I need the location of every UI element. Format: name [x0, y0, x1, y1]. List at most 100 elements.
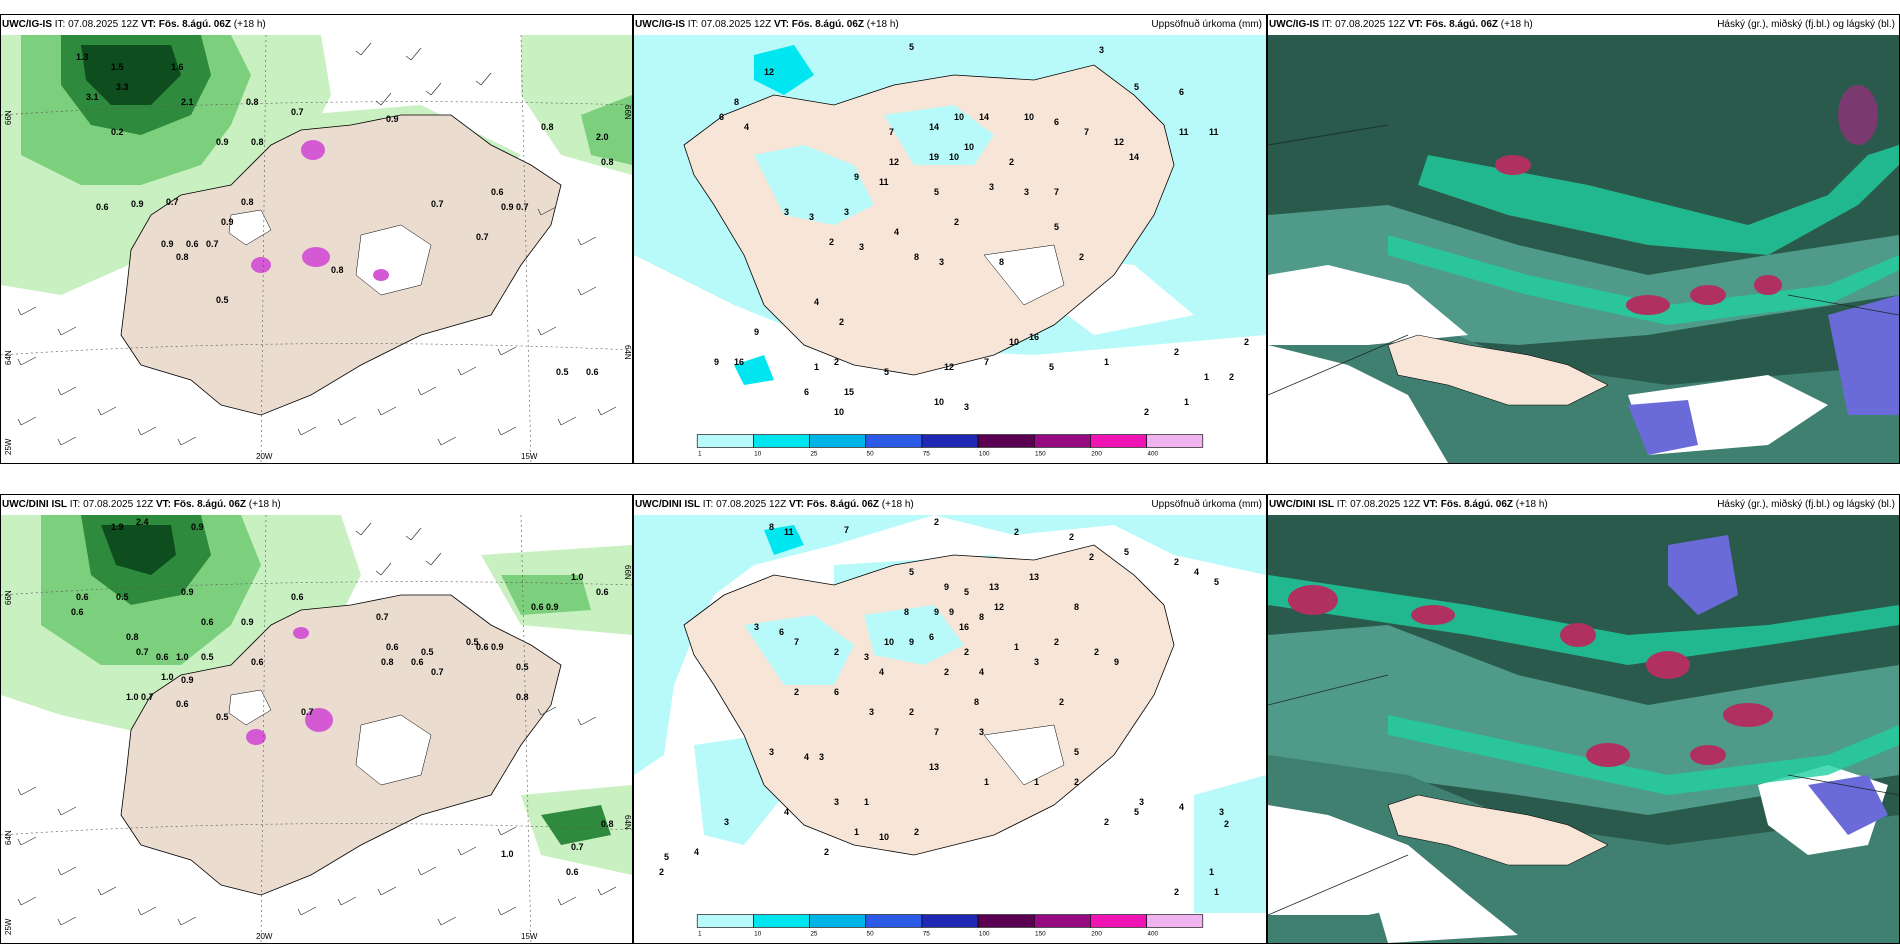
svg-text:1: 1	[854, 827, 859, 837]
svg-text:2: 2	[1014, 527, 1019, 537]
colorbar-segment	[865, 434, 923, 448]
svg-text:3: 3	[864, 652, 869, 662]
svg-text:0.8: 0.8	[601, 157, 614, 167]
svg-text:0.6: 0.6	[176, 699, 189, 709]
svg-text:0.7: 0.7	[431, 199, 444, 209]
svg-text:11: 11	[1209, 127, 1219, 137]
svg-text:4: 4	[694, 847, 699, 857]
svg-text:0.7: 0.7	[476, 232, 489, 242]
colorbar-tick-label: 100	[979, 930, 990, 937]
svg-text:0.6: 0.6	[491, 187, 504, 197]
wind-map[interactable]: 1.9 2.4 0.90.6 0.5 0.9 0.60.6 0.90.60.80.7 0.…	[1, 515, 632, 943]
svg-text:4: 4	[804, 752, 809, 762]
colorbar-tick-label: 150	[1035, 930, 1046, 937]
colorbar-segment	[809, 434, 867, 448]
svg-text:3: 3	[769, 747, 774, 757]
svg-text:3: 3	[1034, 657, 1039, 667]
svg-text:1: 1	[1209, 867, 1214, 877]
svg-text:0.7: 0.7	[376, 612, 389, 622]
panel-title: Uppsöfnuð úrkoma (mm)	[1151, 19, 1262, 30]
svg-text:0.5: 0.5	[216, 295, 229, 305]
colorbar-tick-label: 100	[979, 450, 990, 457]
svg-text:5: 5	[964, 587, 969, 597]
svg-text:3: 3	[1024, 187, 1029, 197]
svg-text:2: 2	[824, 847, 829, 857]
colorbar-segment	[1146, 434, 1204, 448]
svg-text:9: 9	[854, 172, 859, 182]
svg-text:0.5: 0.5	[556, 367, 569, 377]
wind-value-labels: 1.9 2.4 0.90.6 0.5 0.9 0.60.6 0.90.60.80.7 0.…	[71, 517, 614, 877]
svg-text:4: 4	[879, 667, 884, 677]
svg-text:13: 13	[929, 762, 939, 772]
colorbar-tick-label: 1	[698, 450, 702, 457]
svg-text:2: 2	[834, 647, 839, 657]
svg-text:9: 9	[909, 637, 914, 647]
svg-text:10: 10	[964, 142, 974, 152]
svg-text:5: 5	[1124, 547, 1129, 557]
svg-text:0.5: 0.5	[216, 712, 229, 722]
svg-text:66N: 66N	[4, 590, 13, 605]
svg-text:13: 13	[989, 582, 999, 592]
svg-text:11: 11	[784, 527, 794, 537]
svg-text:2: 2	[1104, 817, 1109, 827]
svg-text:0.9: 0.9	[386, 114, 399, 124]
wind-panel-dini: UWC/DINI ISL IT: 07.08.2025 12Z VT: Fös.…	[0, 494, 633, 944]
svg-text:4: 4	[894, 227, 899, 237]
svg-text:4: 4	[1179, 802, 1184, 812]
colorbar-segment	[921, 914, 979, 928]
svg-text:0.8: 0.8	[241, 197, 254, 207]
svg-text:0.6: 0.6	[596, 587, 609, 597]
wind-map[interactable]: 1.31.53.33.11.62.1 0.80.70.20.9 0.8 0.6 0.…	[1, 35, 632, 463]
svg-text:8: 8	[1074, 602, 1079, 612]
colorbar-segment	[1033, 914, 1091, 928]
svg-text:0.6: 0.6	[76, 592, 89, 602]
svg-text:0.6: 0.6	[96, 202, 109, 212]
svg-text:0.7: 0.7	[206, 239, 219, 249]
svg-text:2: 2	[1074, 777, 1079, 787]
svg-text:8: 8	[999, 257, 1004, 267]
cloud-map[interactable]	[1268, 515, 1899, 943]
svg-text:2: 2	[794, 687, 799, 697]
svg-text:0.6: 0.6	[476, 642, 489, 652]
svg-text:10: 10	[934, 397, 944, 407]
colorbar-segment	[865, 914, 923, 928]
svg-text:0.9: 0.9	[241, 617, 254, 627]
panel-title: Háský (gr.), miðský (fj.bl.) og lágský (…	[1717, 19, 1895, 30]
svg-text:0.7: 0.7	[291, 107, 304, 117]
svg-text:3: 3	[1219, 807, 1224, 817]
precip-colorbar: 1 10 25 50 75 100 150 200 400	[696, 434, 1204, 457]
svg-text:2: 2	[1144, 407, 1149, 417]
svg-text:3: 3	[989, 182, 994, 192]
svg-text:3: 3	[844, 207, 849, 217]
colorbar-tick-label: 50	[867, 930, 875, 937]
svg-text:64N: 64N	[623, 815, 632, 830]
colorbar-segment	[696, 914, 754, 928]
svg-text:9: 9	[754, 327, 759, 337]
svg-text:1: 1	[1204, 372, 1209, 382]
svg-text:8: 8	[734, 97, 739, 107]
colorbar-segment	[1033, 434, 1091, 448]
colorbar-segment	[753, 914, 810, 928]
svg-text:7: 7	[984, 357, 989, 367]
svg-text:64N: 64N	[4, 350, 13, 365]
cloud-map[interactable]	[1268, 35, 1899, 463]
svg-text:2: 2	[1094, 647, 1099, 657]
svg-text:3: 3	[869, 707, 874, 717]
svg-text:12: 12	[889, 157, 899, 167]
svg-text:5: 5	[1134, 82, 1139, 92]
svg-text:3: 3	[809, 212, 814, 222]
svg-text:5: 5	[884, 367, 889, 377]
panel-title: Uppsöfnuð úrkoma (mm)	[1151, 499, 1262, 510]
svg-text:0.9: 0.9	[181, 675, 194, 685]
svg-text:0.7: 0.7	[141, 692, 154, 702]
svg-text:16: 16	[1029, 332, 1039, 342]
svg-text:10: 10	[1024, 112, 1034, 122]
svg-text:2: 2	[1224, 819, 1229, 829]
svg-text:11: 11	[879, 177, 889, 187]
svg-text:1.3: 1.3	[76, 52, 89, 62]
svg-text:0.7: 0.7	[166, 197, 179, 207]
svg-text:5: 5	[664, 852, 669, 862]
